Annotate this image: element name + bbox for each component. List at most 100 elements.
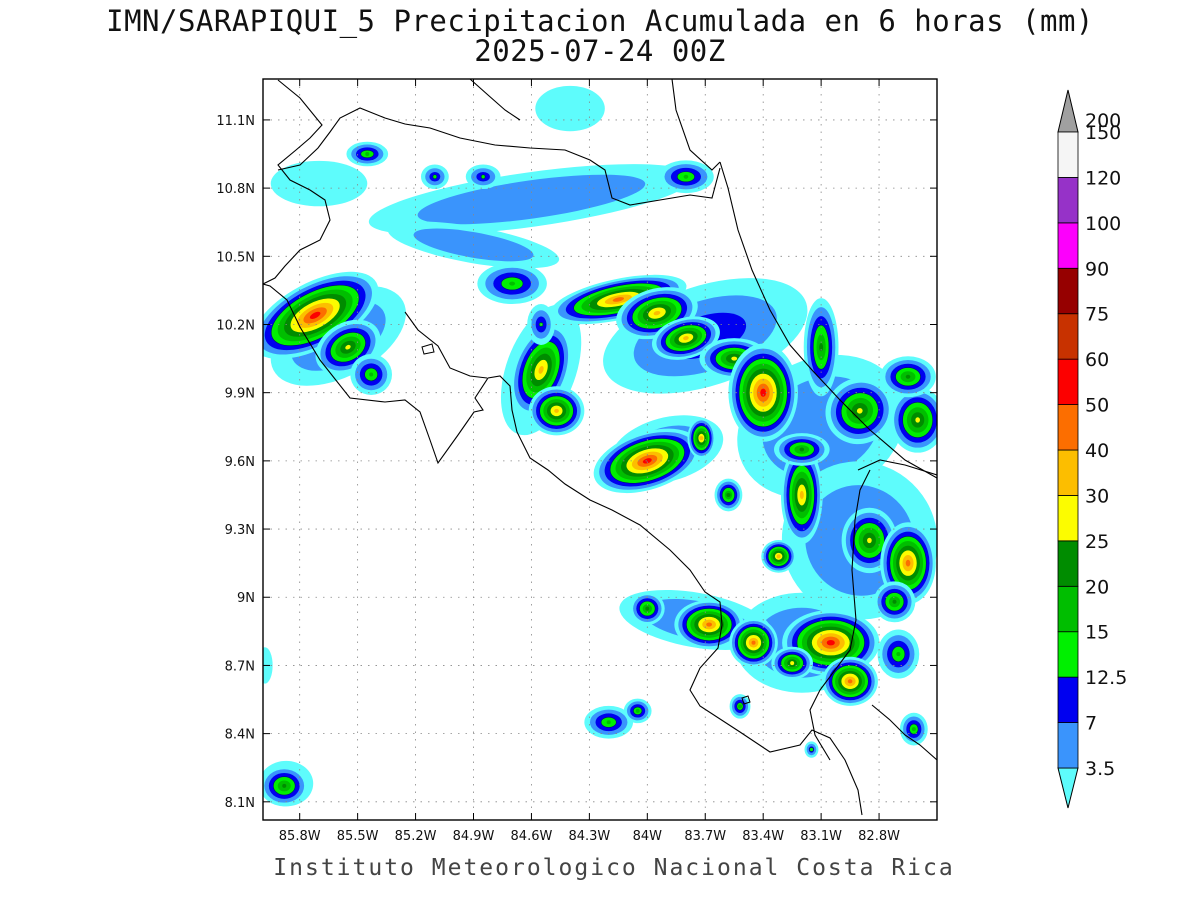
precipitation-field (263, 85, 937, 807)
colorbar-segment (1057, 495, 1079, 542)
lon-tick-label: 82.8W (858, 829, 900, 844)
precip-cell (760, 388, 767, 397)
colorbar-segment (1057, 722, 1079, 769)
colorbar-segment (1057, 676, 1079, 723)
colorbar-segment (1057, 631, 1079, 678)
nicoya-gulf-inner (404, 311, 488, 379)
colorbar-segment (1057, 540, 1079, 587)
lon-tick-label: 85.5W (337, 829, 379, 844)
northern-border (277, 107, 721, 206)
colorbar-segment (1057, 177, 1079, 224)
precip-cell (480, 174, 486, 180)
map-title: IMN/SARAPIQUI_5 Precipitacion Acumulada … (106, 4, 1094, 38)
chiriqui-coast (871, 704, 937, 761)
colorbar-segment (1057, 313, 1079, 360)
lake-nicaragua-shore (469, 79, 521, 121)
axis-ticks: 85.8W 85.5W 85.2W 84.9W 84.6W 84.3W 84W 83.7W 83… (216, 79, 937, 844)
colorbar-label: 25 (1085, 531, 1109, 553)
map-datetime: 2025-07-24 00Z (474, 34, 726, 68)
lat-tick-label: 10.8N (216, 182, 255, 197)
lat-tick-label: 9N (237, 591, 255, 606)
precip-cell (809, 747, 814, 752)
lon-tick-label: 83.4W (742, 829, 784, 844)
colorbar-segment (1057, 358, 1079, 405)
caribbean-north-coast (671, 79, 721, 171)
colorbar-label: 3.5 (1085, 758, 1115, 780)
pacific-coast-north (263, 283, 863, 816)
precip-cell (856, 408, 863, 414)
precip-cell (509, 281, 516, 286)
lat-tick-label: 8.7N (225, 659, 255, 674)
colorbar-label: 120 (1085, 167, 1121, 189)
colorbar-label: 200 (1085, 110, 1121, 132)
precip-cell (612, 297, 625, 302)
lat-tick-label: 9.9N (225, 387, 255, 402)
precip-cell (867, 537, 872, 544)
precip-cell (345, 344, 351, 350)
colorbar-segment (1057, 449, 1079, 496)
precip-cell (645, 606, 650, 611)
colorbar-label: 40 (1085, 440, 1109, 462)
colorbar-segment (1057, 222, 1079, 269)
colorbar-label: 90 (1085, 258, 1109, 280)
lon-tick-label: 84W (633, 829, 663, 844)
lon-tick-label: 84.3W (568, 829, 610, 844)
precip-cell (683, 336, 689, 341)
colorbar-label: 100 (1085, 213, 1121, 235)
colorbar-segment (1057, 267, 1079, 315)
colorbar-arrow-high (1057, 89, 1079, 133)
precip-cell (911, 727, 916, 732)
precip-cell (635, 708, 640, 713)
precip-cell (369, 372, 374, 377)
lon-tick-label: 84.6W (511, 829, 553, 844)
colorbar-segment (1057, 131, 1079, 178)
colorbar-label: 75 (1085, 304, 1109, 326)
precip-cell (683, 174, 689, 179)
nicaragua-coast (263, 79, 331, 285)
precip-cell (896, 652, 901, 657)
precip-cell (799, 447, 805, 452)
lat-tick-label: 9.6N (225, 455, 255, 470)
map-frame (262, 78, 938, 821)
precip-cell (309, 311, 321, 320)
panama-border (809, 459, 937, 761)
coastline-borders (263, 79, 937, 816)
precip-cell (738, 704, 743, 709)
lat-tick-label: 9.3N (225, 523, 255, 538)
lon-tick-label: 84.9W (453, 829, 495, 844)
precip-cell (799, 490, 804, 500)
credit-line: Instituto Meteorologico Nacional Costa R… (273, 855, 955, 881)
lat-tick-label: 8.1N (225, 796, 255, 811)
colorbar-label: 150 (1085, 122, 1121, 144)
precip-cell (606, 720, 611, 725)
precip-cell (892, 599, 897, 604)
precip-cell (726, 492, 731, 497)
precip-cell (699, 436, 704, 441)
lon-tick-label: 85.8W (279, 829, 321, 844)
lon-tick-label: 85.2W (395, 829, 437, 844)
precip-cell (790, 661, 795, 666)
precip-cell (538, 366, 544, 374)
gulf-island (421, 343, 435, 355)
lat-tick-label: 11.1N (216, 114, 255, 129)
lat-tick-label: 10.5N (216, 250, 255, 265)
precip-cell (554, 408, 559, 413)
precip-cell (847, 679, 853, 684)
colorbar-label: 60 (1085, 349, 1109, 371)
colorbar-segment (1057, 585, 1079, 633)
colorbar-label: 30 (1085, 485, 1109, 507)
colorbar-label: 12.5 (1085, 667, 1127, 689)
precip-cell (751, 640, 756, 645)
precip-cell (731, 356, 738, 361)
precip-cell (905, 374, 911, 379)
colorbar-label: 20 (1085, 576, 1109, 598)
lon-tick-label: 83.1W (800, 829, 842, 844)
precip-cell (365, 152, 370, 157)
colorbar-segment (1057, 404, 1079, 451)
caribbean-coast (719, 161, 937, 479)
precip-blob (535, 85, 605, 132)
lon-tick-label: 83.7W (684, 829, 726, 844)
colorbar-label: 50 (1085, 395, 1109, 417)
